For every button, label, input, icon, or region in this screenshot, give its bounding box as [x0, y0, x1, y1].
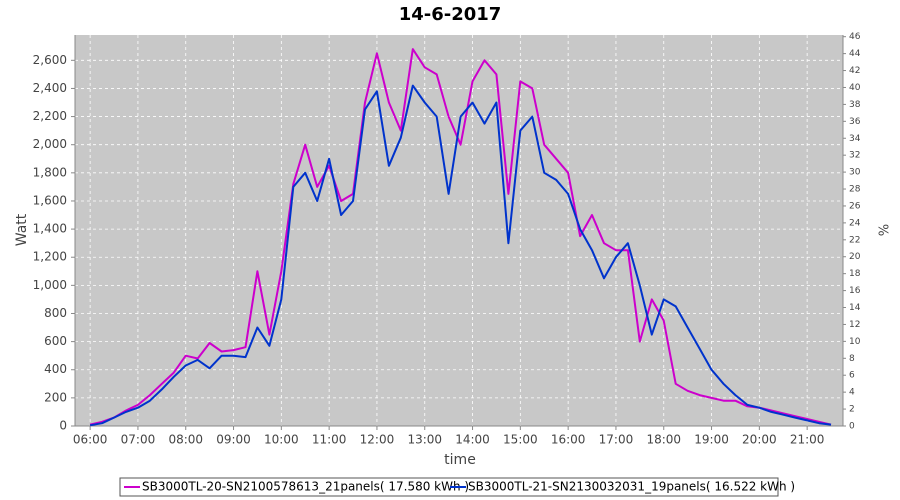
- y-tick-label: 2,200: [33, 109, 67, 123]
- y2-tick-label: 14: [849, 303, 861, 313]
- x-tick-label: 17:00: [599, 433, 634, 447]
- y-axis-label: Watt: [14, 213, 30, 246]
- y2-tick-label: 20: [849, 252, 861, 262]
- plot-area: [75, 35, 843, 426]
- y-tick-label: 2,600: [33, 53, 67, 67]
- x-tick-label: 20:00: [742, 433, 777, 447]
- series-line: [89, 84, 832, 427]
- y2-tick-label: 4: [849, 388, 855, 398]
- y2-axis-label: %: [875, 224, 890, 236]
- y-tick-label: 2,400: [33, 81, 67, 95]
- y-tick-label: 200: [44, 390, 67, 404]
- y-tick-label: 0: [59, 419, 67, 433]
- x-tick-label: 14:00: [455, 433, 490, 447]
- y-tick-label: 800: [44, 306, 67, 320]
- legend: [119, 477, 779, 497]
- x-tick-label: 08:00: [168, 433, 203, 447]
- x-tick-label: 19:00: [694, 433, 729, 447]
- y2-tick-label: 42: [849, 66, 860, 76]
- y2-tick-label: 28: [849, 185, 861, 195]
- series-line: [89, 48, 832, 426]
- legend-label: SB3000TL-20-SN2100578613_21panels( 17.58…: [142, 480, 469, 494]
- y2-tick-label: 8: [849, 354, 855, 364]
- x-tick-label: 21:00: [790, 433, 825, 447]
- y2-tick-label: 44: [849, 49, 861, 59]
- y2-tick-label: 40: [849, 83, 861, 93]
- y2-tick-label: 32: [849, 151, 860, 161]
- x-tick-label: 06:00: [73, 433, 108, 447]
- x-tick-label: 15:00: [503, 433, 538, 447]
- y2-tick-label: 10: [849, 337, 861, 347]
- y-tick-label: 1,200: [33, 250, 67, 264]
- y-tick-label: 1,600: [33, 193, 67, 207]
- y2-tick-label: 16: [849, 286, 861, 296]
- legend-label: SB3000TL-21-SN2130032031_19panels( 16.52…: [468, 480, 795, 494]
- x-axis-label: time: [444, 452, 476, 468]
- y-tick-label: 600: [44, 334, 67, 348]
- x-tick-label: 11:00: [312, 433, 347, 447]
- y2-tick-label: 26: [849, 201, 861, 211]
- y2-tick-label: 24: [849, 218, 861, 228]
- x-tick-label: 18:00: [646, 433, 681, 447]
- y2-tick-label: 38: [849, 100, 861, 110]
- y-tick-label: 1,000: [33, 278, 67, 292]
- y2-tick-label: 46: [849, 32, 861, 42]
- y2-tick-label: 30: [849, 168, 861, 178]
- y-tick-label: 1,800: [33, 165, 67, 179]
- y2-tick-label: 18: [849, 269, 861, 279]
- y2-tick-label: 2: [849, 405, 855, 415]
- y-tick-label: 1,400: [33, 222, 67, 236]
- chart-title: 14-6-2017: [399, 4, 502, 25]
- y2-tick-label: 36: [849, 117, 861, 127]
- y2-tick-label: 12: [849, 320, 860, 330]
- x-tick-label: 16:00: [551, 433, 586, 447]
- y2-tick-label: 22: [849, 235, 860, 245]
- x-tick-label: 12:00: [360, 433, 395, 447]
- x-tick-label: 10:00: [264, 433, 299, 447]
- y2-tick-label: 6: [849, 371, 855, 381]
- y2-tick-label: 0: [849, 422, 855, 432]
- y-tick-label: 2,000: [33, 137, 67, 151]
- x-tick-label: 07:00: [121, 433, 156, 447]
- x-tick-label: 09:00: [216, 433, 251, 447]
- y-tick-label: 400: [44, 362, 67, 376]
- y2-tick-label: 34: [849, 134, 861, 144]
- x-tick-label: 13:00: [407, 433, 442, 447]
